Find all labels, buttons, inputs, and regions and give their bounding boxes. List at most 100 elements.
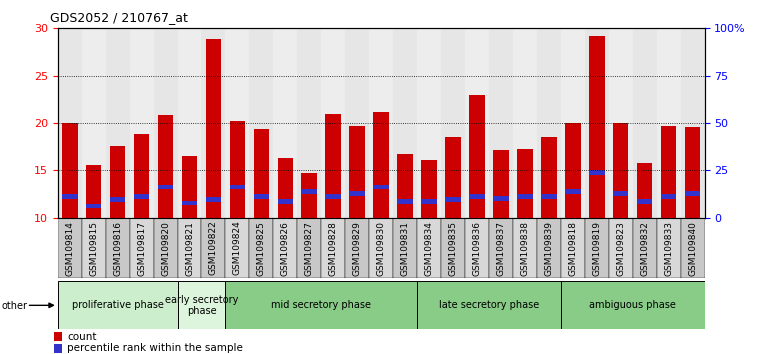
Bar	[54, 332, 62, 341]
Bar	[326, 194, 341, 199]
Bar	[661, 194, 676, 199]
Text: mid secretory phase: mid secretory phase	[271, 300, 371, 310]
Bar	[153, 28, 178, 218]
Bar	[297, 28, 321, 218]
Bar	[589, 170, 604, 175]
Bar	[489, 218, 513, 278]
Bar	[62, 194, 78, 199]
Bar	[513, 28, 537, 218]
Bar	[58, 281, 178, 329]
Bar	[86, 165, 102, 218]
Bar	[661, 126, 676, 218]
Text: late secretory phase: late secretory phase	[439, 300, 539, 310]
Bar	[86, 204, 102, 208]
Bar	[54, 344, 62, 353]
Bar	[134, 135, 149, 218]
Bar	[129, 28, 153, 218]
Bar	[369, 218, 393, 278]
Bar	[465, 28, 489, 218]
Bar	[541, 194, 557, 199]
Bar	[277, 199, 293, 204]
Bar	[110, 146, 126, 218]
Text: GSM109817: GSM109817	[137, 221, 146, 276]
Bar	[565, 189, 581, 194]
Text: early secretory
phase: early secretory phase	[165, 295, 238, 316]
Bar	[541, 137, 557, 218]
Bar	[561, 281, 705, 329]
Bar	[584, 28, 609, 218]
Text: GSM109820: GSM109820	[161, 221, 170, 276]
Bar	[445, 197, 460, 202]
Bar	[609, 28, 633, 218]
Bar	[417, 28, 441, 218]
Text: GSM109836: GSM109836	[473, 221, 481, 276]
Bar	[613, 191, 628, 196]
Text: GSM109832: GSM109832	[640, 221, 649, 276]
Text: GSM109818: GSM109818	[568, 221, 578, 276]
Bar	[82, 218, 105, 278]
Bar	[417, 218, 441, 278]
Bar	[493, 196, 509, 201]
Bar	[681, 218, 705, 278]
Bar	[681, 28, 705, 218]
Bar	[637, 199, 652, 204]
Bar	[182, 201, 197, 205]
Bar	[226, 28, 249, 218]
Bar	[249, 218, 273, 278]
Bar	[277, 158, 293, 218]
Bar	[609, 218, 633, 278]
Bar	[421, 199, 437, 204]
Bar	[373, 184, 389, 189]
Bar	[633, 218, 657, 278]
Bar	[657, 28, 681, 218]
Bar	[517, 194, 533, 199]
Bar	[633, 28, 657, 218]
Bar	[561, 28, 584, 218]
Bar	[421, 160, 437, 218]
Text: GSM109821: GSM109821	[185, 221, 194, 276]
Bar	[326, 114, 341, 218]
Bar	[469, 95, 485, 218]
Bar	[178, 281, 226, 329]
Bar	[685, 127, 701, 218]
Bar	[82, 28, 105, 218]
Text: GSM109839: GSM109839	[544, 221, 554, 276]
Text: GSM109827: GSM109827	[305, 221, 314, 276]
Text: GSM109819: GSM109819	[592, 221, 601, 276]
Bar	[397, 154, 413, 218]
Text: count: count	[67, 331, 97, 342]
Bar	[110, 197, 126, 202]
Bar	[465, 218, 489, 278]
Bar	[302, 189, 317, 194]
Bar	[297, 218, 321, 278]
Bar	[345, 218, 369, 278]
Text: GSM109825: GSM109825	[257, 221, 266, 276]
Bar	[129, 218, 153, 278]
Bar	[345, 28, 369, 218]
Text: GSM109833: GSM109833	[664, 221, 673, 276]
Bar	[302, 173, 317, 218]
Bar	[469, 194, 485, 199]
Bar	[350, 191, 365, 196]
Bar	[178, 218, 202, 278]
Bar	[397, 199, 413, 204]
Bar	[369, 28, 393, 218]
Text: GSM109835: GSM109835	[448, 221, 457, 276]
Text: GSM109822: GSM109822	[209, 221, 218, 275]
Text: percentile rank within the sample: percentile rank within the sample	[67, 343, 243, 354]
Bar	[685, 191, 701, 196]
Bar	[513, 218, 537, 278]
Bar	[613, 123, 628, 218]
Bar	[657, 218, 681, 278]
Text: GSM109834: GSM109834	[424, 221, 434, 276]
Bar	[350, 126, 365, 218]
Bar	[229, 121, 245, 218]
Bar	[441, 28, 465, 218]
Text: GSM109824: GSM109824	[233, 221, 242, 275]
Bar	[493, 149, 509, 218]
Bar	[273, 218, 297, 278]
Text: GSM109830: GSM109830	[377, 221, 386, 276]
Bar	[226, 218, 249, 278]
Text: GSM109816: GSM109816	[113, 221, 122, 276]
Bar	[229, 184, 245, 189]
